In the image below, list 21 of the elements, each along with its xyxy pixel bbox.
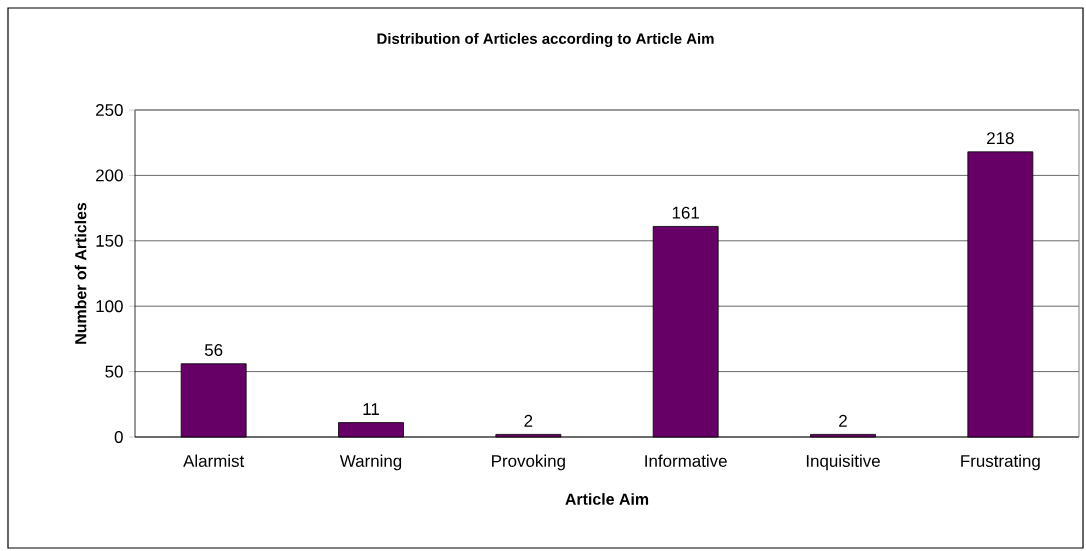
- data-label: 2: [839, 414, 847, 427]
- data-label: 161: [672, 206, 699, 219]
- x-tick-label: Alarmist: [183, 454, 245, 467]
- x-axis-title: Article Aim: [565, 493, 649, 505]
- x-tick-label: Inquisitive: [806, 454, 880, 471]
- x-tick-label: Warning: [339, 454, 402, 471]
- y-tick-label: 150: [96, 234, 123, 247]
- x-tick-label: Provoking: [492, 454, 565, 471]
- data-label: 218: [987, 132, 1014, 145]
- y-tick-label: 100: [96, 300, 123, 313]
- chart-title: Distribution of Articles according to Article Aim: [377, 33, 714, 47]
- y-tick-label: 200: [96, 169, 123, 182]
- y-tick-label: 50: [105, 365, 123, 378]
- y-axis-title: Number of Articles: [74, 202, 87, 344]
- data-label: 11: [363, 403, 379, 415]
- y-tick-label: 0: [114, 431, 123, 443]
- x-tick-label: Informative: [645, 454, 727, 467]
- data-label: 56: [204, 344, 223, 357]
- x-tick-label: Frustrating: [961, 454, 1040, 471]
- y-tick-label: 250: [96, 104, 123, 116]
- data-label: 2: [524, 414, 533, 427]
